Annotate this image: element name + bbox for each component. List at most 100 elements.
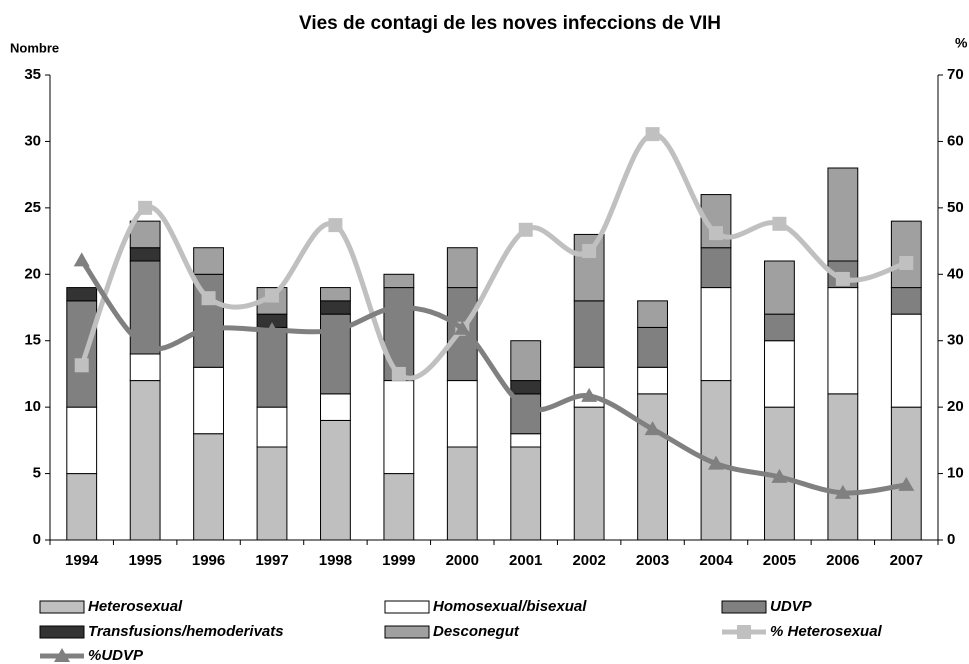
line-marker bbox=[708, 455, 724, 470]
y-tick-label: 0 bbox=[33, 531, 41, 548]
bar-segment bbox=[66, 287, 98, 302]
x-tick-label: 1995 bbox=[128, 552, 161, 569]
legend-swatch bbox=[384, 625, 430, 639]
x-tick-label: 2004 bbox=[699, 552, 733, 569]
x-tick-label: 2002 bbox=[572, 552, 605, 569]
line-marker bbox=[644, 421, 661, 436]
bar-segment bbox=[700, 247, 732, 289]
bar-segment bbox=[510, 380, 542, 395]
line-marker bbox=[899, 255, 914, 270]
y2-tick-label: 30 bbox=[947, 332, 964, 349]
bar-segment bbox=[193, 247, 224, 275]
legend-marker bbox=[737, 625, 751, 639]
y-tick-label: 35 bbox=[24, 66, 41, 83]
y-tick-label: 15 bbox=[24, 332, 41, 349]
legend-swatch bbox=[721, 600, 767, 614]
legend-label: Desconegut bbox=[433, 623, 520, 640]
bar-segment bbox=[193, 433, 224, 541]
y-tick-label: 25 bbox=[24, 199, 41, 216]
bar-segment bbox=[320, 393, 351, 421]
bar-segment bbox=[129, 380, 161, 541]
y2-tick-label: 70 bbox=[947, 66, 964, 83]
x-tick-label: 1994 bbox=[65, 552, 99, 569]
bar-segment bbox=[446, 380, 478, 448]
bar-segment bbox=[446, 247, 478, 289]
line-marker bbox=[835, 271, 850, 286]
legend-swatch bbox=[39, 600, 85, 614]
y2-tick-label: 60 bbox=[947, 132, 964, 149]
bar-segment bbox=[66, 300, 98, 408]
bar-segment bbox=[764, 260, 795, 315]
bar-segment bbox=[193, 366, 224, 435]
bar-segment bbox=[637, 326, 668, 368]
bar-segment bbox=[890, 220, 922, 289]
y2-tick-label: 10 bbox=[947, 465, 964, 482]
line-marker bbox=[200, 320, 217, 335]
legend-label: Homosexual/bisexual bbox=[433, 598, 587, 615]
bar-segment bbox=[129, 220, 161, 249]
bar-segment bbox=[764, 340, 795, 408]
x-tick-label: 2003 bbox=[636, 552, 669, 569]
x-tick-label: 2005 bbox=[763, 552, 796, 569]
line-marker bbox=[264, 322, 280, 337]
x-tick-label: 2000 bbox=[446, 552, 479, 569]
legend-label: % Heterosexual bbox=[770, 623, 883, 640]
bar-segment bbox=[256, 446, 288, 541]
y2-tick-label: 40 bbox=[947, 265, 964, 282]
line-marker bbox=[898, 476, 915, 491]
y-tick-label: 5 bbox=[33, 465, 41, 482]
bar-segment bbox=[66, 406, 98, 475]
bar-segment bbox=[827, 167, 859, 262]
legend-swatch bbox=[39, 625, 85, 639]
y-tick-label: 10 bbox=[24, 398, 41, 415]
line-marker bbox=[137, 338, 154, 353]
line-marker bbox=[328, 218, 343, 233]
bar-segment bbox=[890, 313, 922, 408]
bar-segment bbox=[510, 340, 542, 382]
bar-segment bbox=[383, 273, 415, 289]
y2-axis-label: % bbox=[955, 35, 968, 51]
x-tick-label: 1997 bbox=[255, 552, 288, 569]
y-tick-label: 30 bbox=[24, 132, 41, 149]
y2-tick-label: 50 bbox=[947, 199, 964, 216]
bar-segment bbox=[383, 380, 415, 475]
bar-segment bbox=[256, 326, 288, 408]
bar-segment bbox=[700, 287, 732, 382]
line-marker bbox=[265, 288, 279, 303]
legend-label: %UDVP bbox=[88, 647, 144, 664]
bar-segment bbox=[764, 313, 795, 342]
y2-tick-label: 20 bbox=[947, 398, 964, 415]
x-tick-label: 1998 bbox=[319, 552, 352, 569]
bar-segment bbox=[256, 406, 288, 448]
line-marker bbox=[709, 226, 723, 241]
bar-segment bbox=[320, 287, 351, 302]
line-marker bbox=[74, 358, 89, 373]
line-marker bbox=[201, 291, 216, 306]
legend-label: Transfusions/hemoderivats bbox=[88, 623, 284, 640]
bar-segment bbox=[637, 366, 668, 395]
x-tick-label: 2001 bbox=[509, 552, 542, 569]
x-tick-label: 1999 bbox=[382, 552, 415, 569]
line-marker bbox=[517, 399, 534, 414]
x-tick-label: 1996 bbox=[192, 552, 225, 569]
line-marker bbox=[518, 222, 533, 237]
bar-segment bbox=[510, 446, 542, 541]
line-marker bbox=[581, 387, 598, 402]
bar-segment bbox=[383, 473, 415, 541]
bar-segment bbox=[66, 473, 98, 541]
line-marker bbox=[454, 320, 471, 335]
bar-segment bbox=[320, 419, 351, 541]
legend-swatch bbox=[384, 600, 430, 614]
bar-segment bbox=[129, 247, 161, 262]
line-marker bbox=[645, 127, 660, 142]
bar-segment bbox=[320, 300, 351, 315]
bar-segment bbox=[827, 287, 859, 395]
bar-segment bbox=[890, 287, 922, 315]
line-marker bbox=[327, 322, 344, 337]
y-tick-label: 20 bbox=[24, 265, 41, 282]
legend-label: UDVP bbox=[770, 598, 813, 615]
bar-segment bbox=[827, 393, 859, 541]
line-marker bbox=[834, 484, 851, 499]
